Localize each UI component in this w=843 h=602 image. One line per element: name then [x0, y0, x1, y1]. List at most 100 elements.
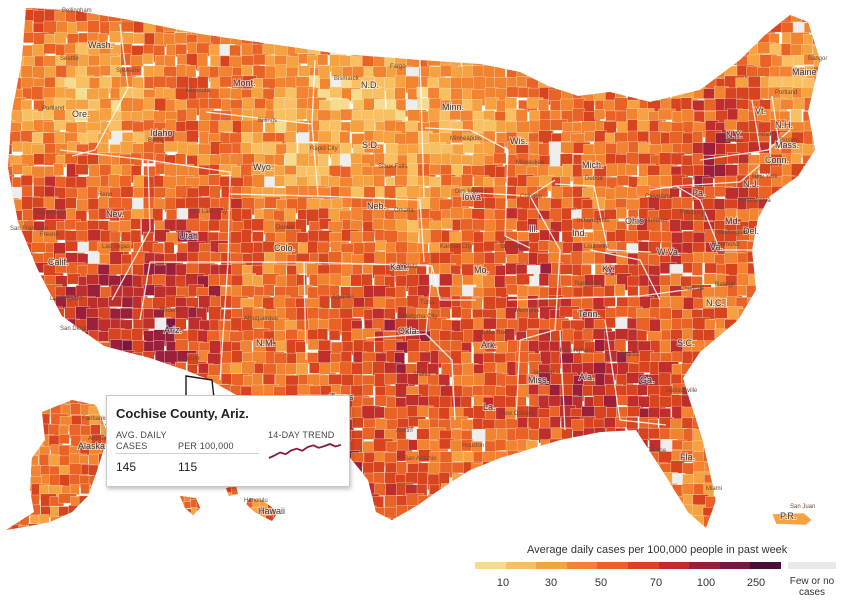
county-cell[interactable] [803, 529, 820, 545]
county-cell[interactable] [100, 515, 113, 530]
county-cell[interactable] [461, 483, 474, 498]
county-cell[interactable] [593, 32, 605, 49]
county-cell[interactable] [495, 526, 515, 544]
county-cell[interactable] [782, 439, 800, 451]
county-cell[interactable] [561, 529, 579, 543]
county-cell[interactable] [451, 462, 466, 474]
county-cell[interactable] [263, 284, 275, 297]
county-cell[interactable] [330, 44, 346, 57]
county-cell[interactable] [681, 66, 698, 80]
county-cell[interactable] [803, 264, 822, 282]
county-cell[interactable] [572, 505, 590, 519]
county-cell[interactable] [0, 296, 11, 308]
county-cell[interactable] [29, 405, 43, 419]
county-cell[interactable] [637, 22, 649, 40]
county-cell[interactable] [9, 484, 29, 496]
county-cell[interactable] [649, 66, 663, 84]
county-cell[interactable] [175, 516, 193, 529]
county-cell[interactable] [407, 505, 423, 517]
county-cell[interactable] [826, 297, 841, 311]
county-cell[interactable] [18, 415, 37, 431]
county-cell[interactable] [636, 1, 648, 13]
county-cell[interactable] [769, 43, 784, 57]
county-cell[interactable] [0, 454, 18, 468]
county-cell[interactable] [263, 22, 283, 39]
county-cell[interactable] [58, 434, 70, 444]
county-cell[interactable] [614, 78, 632, 89]
county-cell[interactable] [241, 229, 252, 245]
county-cell[interactable] [405, 33, 425, 51]
county-cell[interactable] [463, 0, 483, 10]
county-cell[interactable] [285, 22, 302, 38]
county-cell[interactable] [75, 164, 89, 175]
county-cell[interactable] [88, 361, 103, 375]
county-cell[interactable] [286, 66, 299, 79]
county-cell[interactable] [0, 450, 12, 467]
county-cell[interactable] [758, 210, 773, 223]
county-cell[interactable] [471, 462, 484, 477]
county-cell[interactable] [716, 374, 730, 389]
county-cell[interactable] [42, 383, 60, 394]
county-cell[interactable] [99, 485, 115, 496]
county-cell[interactable] [307, 230, 319, 243]
county-cell[interactable] [317, 273, 331, 286]
county-cell[interactable] [704, 262, 718, 274]
county-cell[interactable] [769, 231, 781, 244]
county-cell[interactable] [779, 374, 794, 390]
county-cell[interactable] [559, 516, 580, 531]
county-cell[interactable] [627, 450, 642, 468]
county-cell[interactable] [143, 493, 156, 512]
county-cell[interactable] [8, 505, 27, 517]
county-cell[interactable] [746, 285, 765, 299]
county-cell[interactable] [560, 450, 579, 463]
county-cell[interactable] [704, 11, 716, 27]
county-cell[interactable] [417, 97, 430, 110]
county-cell[interactable] [439, 515, 453, 532]
county-cell[interactable] [318, 505, 336, 524]
county-cell[interactable] [428, 506, 441, 524]
county-cell[interactable] [329, 31, 348, 49]
county-cell[interactable] [20, 424, 32, 438]
county-cell[interactable] [592, 516, 609, 535]
county-cell[interactable] [98, 373, 112, 385]
county-cell[interactable] [759, 12, 778, 28]
county-cell[interactable] [814, 229, 833, 243]
county-cell[interactable] [20, 504, 31, 517]
county-cell[interactable] [197, 529, 214, 545]
county-cell[interactable] [44, 351, 57, 369]
county-cell[interactable] [746, 474, 765, 490]
county-cell[interactable] [714, 419, 729, 432]
county-cell[interactable] [626, 462, 643, 481]
county-cell[interactable] [361, 505, 377, 524]
county-cell[interactable] [715, 384, 735, 401]
county-cell[interactable] [286, 11, 306, 29]
county-cell[interactable] [483, 43, 501, 60]
county-cell[interactable] [428, 527, 439, 542]
county-cell[interactable] [759, 306, 777, 321]
county-cell[interactable] [825, 418, 840, 434]
county-cell[interactable] [203, 501, 211, 512]
county-cell[interactable] [813, 66, 832, 82]
county-cell[interactable] [614, 284, 626, 297]
county-cell[interactable] [637, 53, 653, 66]
county-cell[interactable] [759, 221, 771, 235]
county-cell[interactable] [529, 451, 549, 464]
county-cell[interactable] [660, 43, 676, 61]
county-cell[interactable] [824, 100, 843, 113]
county-cell[interactable] [20, 406, 34, 424]
county-cell[interactable] [771, 186, 791, 203]
county-cell[interactable] [747, 32, 758, 44]
county-cell[interactable] [266, 486, 277, 496]
county-cell[interactable] [813, 330, 829, 347]
county-cell[interactable] [790, 330, 802, 347]
county-cell[interactable] [790, 418, 803, 430]
county-cell[interactable] [527, 516, 547, 527]
county-cell[interactable] [483, 515, 499, 530]
county-cell[interactable] [1, 22, 16, 39]
county-cell[interactable] [220, 539, 237, 545]
county-cell[interactable] [202, 495, 214, 503]
county-cell[interactable] [702, 0, 721, 13]
county-cell[interactable] [770, 209, 783, 225]
county-cell[interactable] [22, 320, 43, 335]
county-cell[interactable] [0, 413, 14, 426]
